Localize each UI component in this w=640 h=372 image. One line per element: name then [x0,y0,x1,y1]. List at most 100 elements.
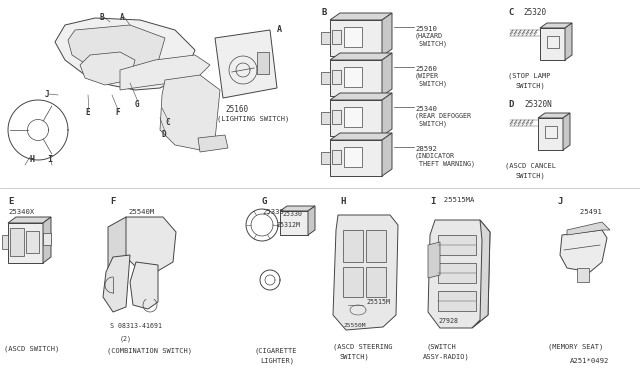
Text: J: J [558,197,563,206]
Polygon shape [123,217,176,272]
Polygon shape [321,71,330,84]
Polygon shape [330,20,382,56]
Text: (ASCD CANCEL: (ASCD CANCEL [505,162,556,169]
Polygon shape [280,211,308,235]
Text: (SWITCH: (SWITCH [427,343,457,350]
Polygon shape [428,242,440,278]
FancyBboxPatch shape [366,267,386,297]
Text: (REAR DEFOGGER: (REAR DEFOGGER [415,112,471,119]
Text: (LIGHTING SWITCH): (LIGHTING SWITCH) [217,115,289,122]
Text: 25540M: 25540M [128,209,154,215]
Text: (ASCD SWITCH): (ASCD SWITCH) [4,345,60,352]
FancyBboxPatch shape [344,67,362,87]
Text: 25515MA: 25515MA [435,197,474,203]
Polygon shape [333,215,398,330]
Polygon shape [540,23,572,28]
Text: 25330: 25330 [282,211,302,217]
Polygon shape [540,28,565,60]
Polygon shape [330,140,382,176]
Text: E: E [8,197,13,206]
FancyBboxPatch shape [10,228,24,256]
Text: 28592: 28592 [415,146,437,152]
Text: B: B [322,8,328,17]
Text: C: C [165,118,170,127]
Text: (ASCD STEERING: (ASCD STEERING [333,343,392,350]
Text: J: J [45,90,50,99]
Text: 25160: 25160 [225,105,248,114]
Text: G: G [135,100,140,109]
Polygon shape [330,133,392,140]
Text: 25910: 25910 [415,26,437,32]
Polygon shape [120,55,210,90]
Text: 25491: 25491 [558,209,602,215]
FancyBboxPatch shape [343,230,363,262]
Polygon shape [55,18,195,90]
Text: F: F [115,108,120,117]
Text: (2): (2) [120,335,132,341]
Polygon shape [80,52,135,85]
FancyBboxPatch shape [343,267,363,297]
Text: E: E [85,108,90,117]
Text: D: D [162,130,166,139]
Polygon shape [382,13,392,56]
Text: (WIPER: (WIPER [415,72,439,79]
FancyBboxPatch shape [344,107,362,127]
Text: (COMBINATION SWITCH): (COMBINATION SWITCH) [107,347,192,353]
Text: C: C [508,8,513,17]
FancyBboxPatch shape [438,263,476,283]
Polygon shape [321,112,330,124]
Polygon shape [8,223,43,263]
Polygon shape [8,217,51,223]
FancyBboxPatch shape [577,268,589,282]
Text: G: G [262,197,268,206]
Polygon shape [43,217,51,263]
Text: I: I [47,155,52,164]
Text: S 08313-41691: S 08313-41691 [110,323,162,329]
Text: SWITCH): SWITCH) [516,172,546,179]
Text: (HAZARD: (HAZARD [415,32,443,39]
Text: SWITCH): SWITCH) [340,353,370,359]
FancyBboxPatch shape [332,30,341,44]
FancyBboxPatch shape [438,291,476,311]
Text: I: I [430,197,435,206]
Text: 25340X: 25340X [8,209,35,215]
Polygon shape [382,133,392,176]
Polygon shape [43,233,51,245]
Text: D: D [508,100,513,109]
Polygon shape [160,75,220,150]
Polygon shape [567,222,610,235]
Text: 25260: 25260 [415,66,437,72]
Polygon shape [308,206,315,235]
Polygon shape [560,230,607,272]
Polygon shape [215,30,277,98]
Polygon shape [330,93,392,100]
Polygon shape [563,113,570,150]
FancyBboxPatch shape [344,27,362,47]
Text: 25339: 25339 [262,209,284,215]
Text: 25320: 25320 [523,8,546,17]
Polygon shape [428,220,490,328]
Text: A: A [120,13,125,22]
Polygon shape [538,113,570,118]
FancyBboxPatch shape [547,36,559,48]
Text: SWITCH): SWITCH) [415,40,447,47]
Text: 25320N: 25320N [524,100,552,109]
Polygon shape [280,206,315,211]
Polygon shape [321,32,330,44]
Polygon shape [330,13,392,20]
Text: SWITCH): SWITCH) [415,80,447,87]
Polygon shape [565,23,572,60]
Text: (INDICATOR: (INDICATOR [415,152,455,159]
Polygon shape [2,235,8,249]
Polygon shape [68,25,165,72]
Polygon shape [103,255,130,312]
Text: B: B [100,13,104,22]
FancyBboxPatch shape [332,70,341,84]
Text: ASSY-RADIO): ASSY-RADIO) [423,353,470,359]
Text: THEFT WARNING): THEFT WARNING) [415,160,475,167]
FancyBboxPatch shape [332,110,341,124]
Polygon shape [198,135,228,152]
FancyBboxPatch shape [438,235,476,255]
FancyBboxPatch shape [545,126,557,138]
Polygon shape [321,151,330,164]
